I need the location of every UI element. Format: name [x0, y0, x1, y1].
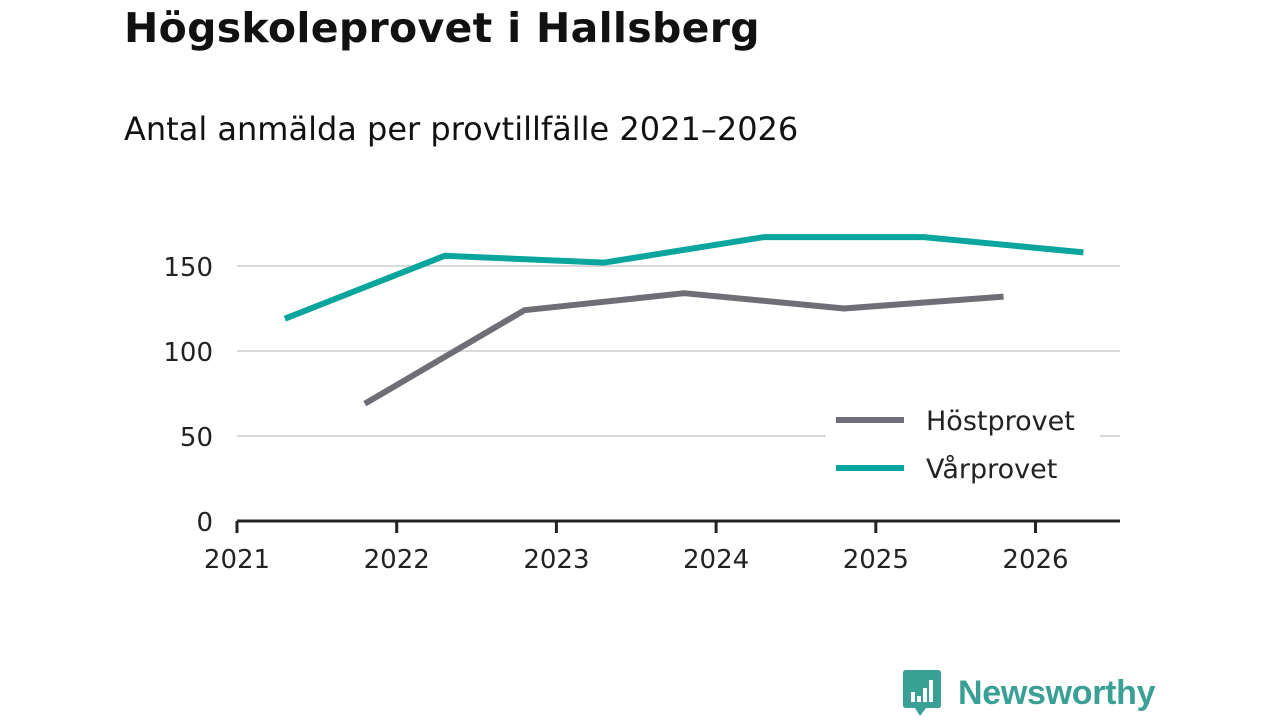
- x-tick-label-2023: 2023: [523, 545, 589, 575]
- legend-label-varprovet: Vårprovet: [926, 454, 1057, 485]
- legend-background: [826, 400, 1100, 496]
- legend-label-hostprovet: Höstprovet: [926, 406, 1075, 437]
- newsworthy-logo-icon: [903, 670, 941, 716]
- y-tick-label-50: 50: [180, 423, 213, 453]
- x-tick-label-2024: 2024: [683, 545, 749, 575]
- x-tick-label-2022: 2022: [364, 545, 430, 575]
- newsworthy-logo: Newsworthy: [902, 668, 1156, 718]
- newsworthy-logo-text: Newsworthy: [958, 673, 1156, 712]
- y-tick-label-150: 150: [163, 253, 213, 283]
- x-tick-label-2025: 2025: [843, 545, 909, 575]
- x-tick-label-2021: 2021: [204, 545, 270, 575]
- y-tick-label-0: 0: [196, 508, 213, 538]
- x-tick-label-2026: 2026: [1002, 545, 1068, 575]
- chart-subtitle: Antal anmälda per provtillfälle 2021–202…: [124, 110, 799, 148]
- series-line-hostprovet: [363, 290, 1004, 407]
- chart-title: Högskoleprovet i Hallsberg: [124, 4, 760, 52]
- y-tick-label-100: 100: [163, 338, 213, 368]
- series-line-varprovet: [283, 234, 1084, 322]
